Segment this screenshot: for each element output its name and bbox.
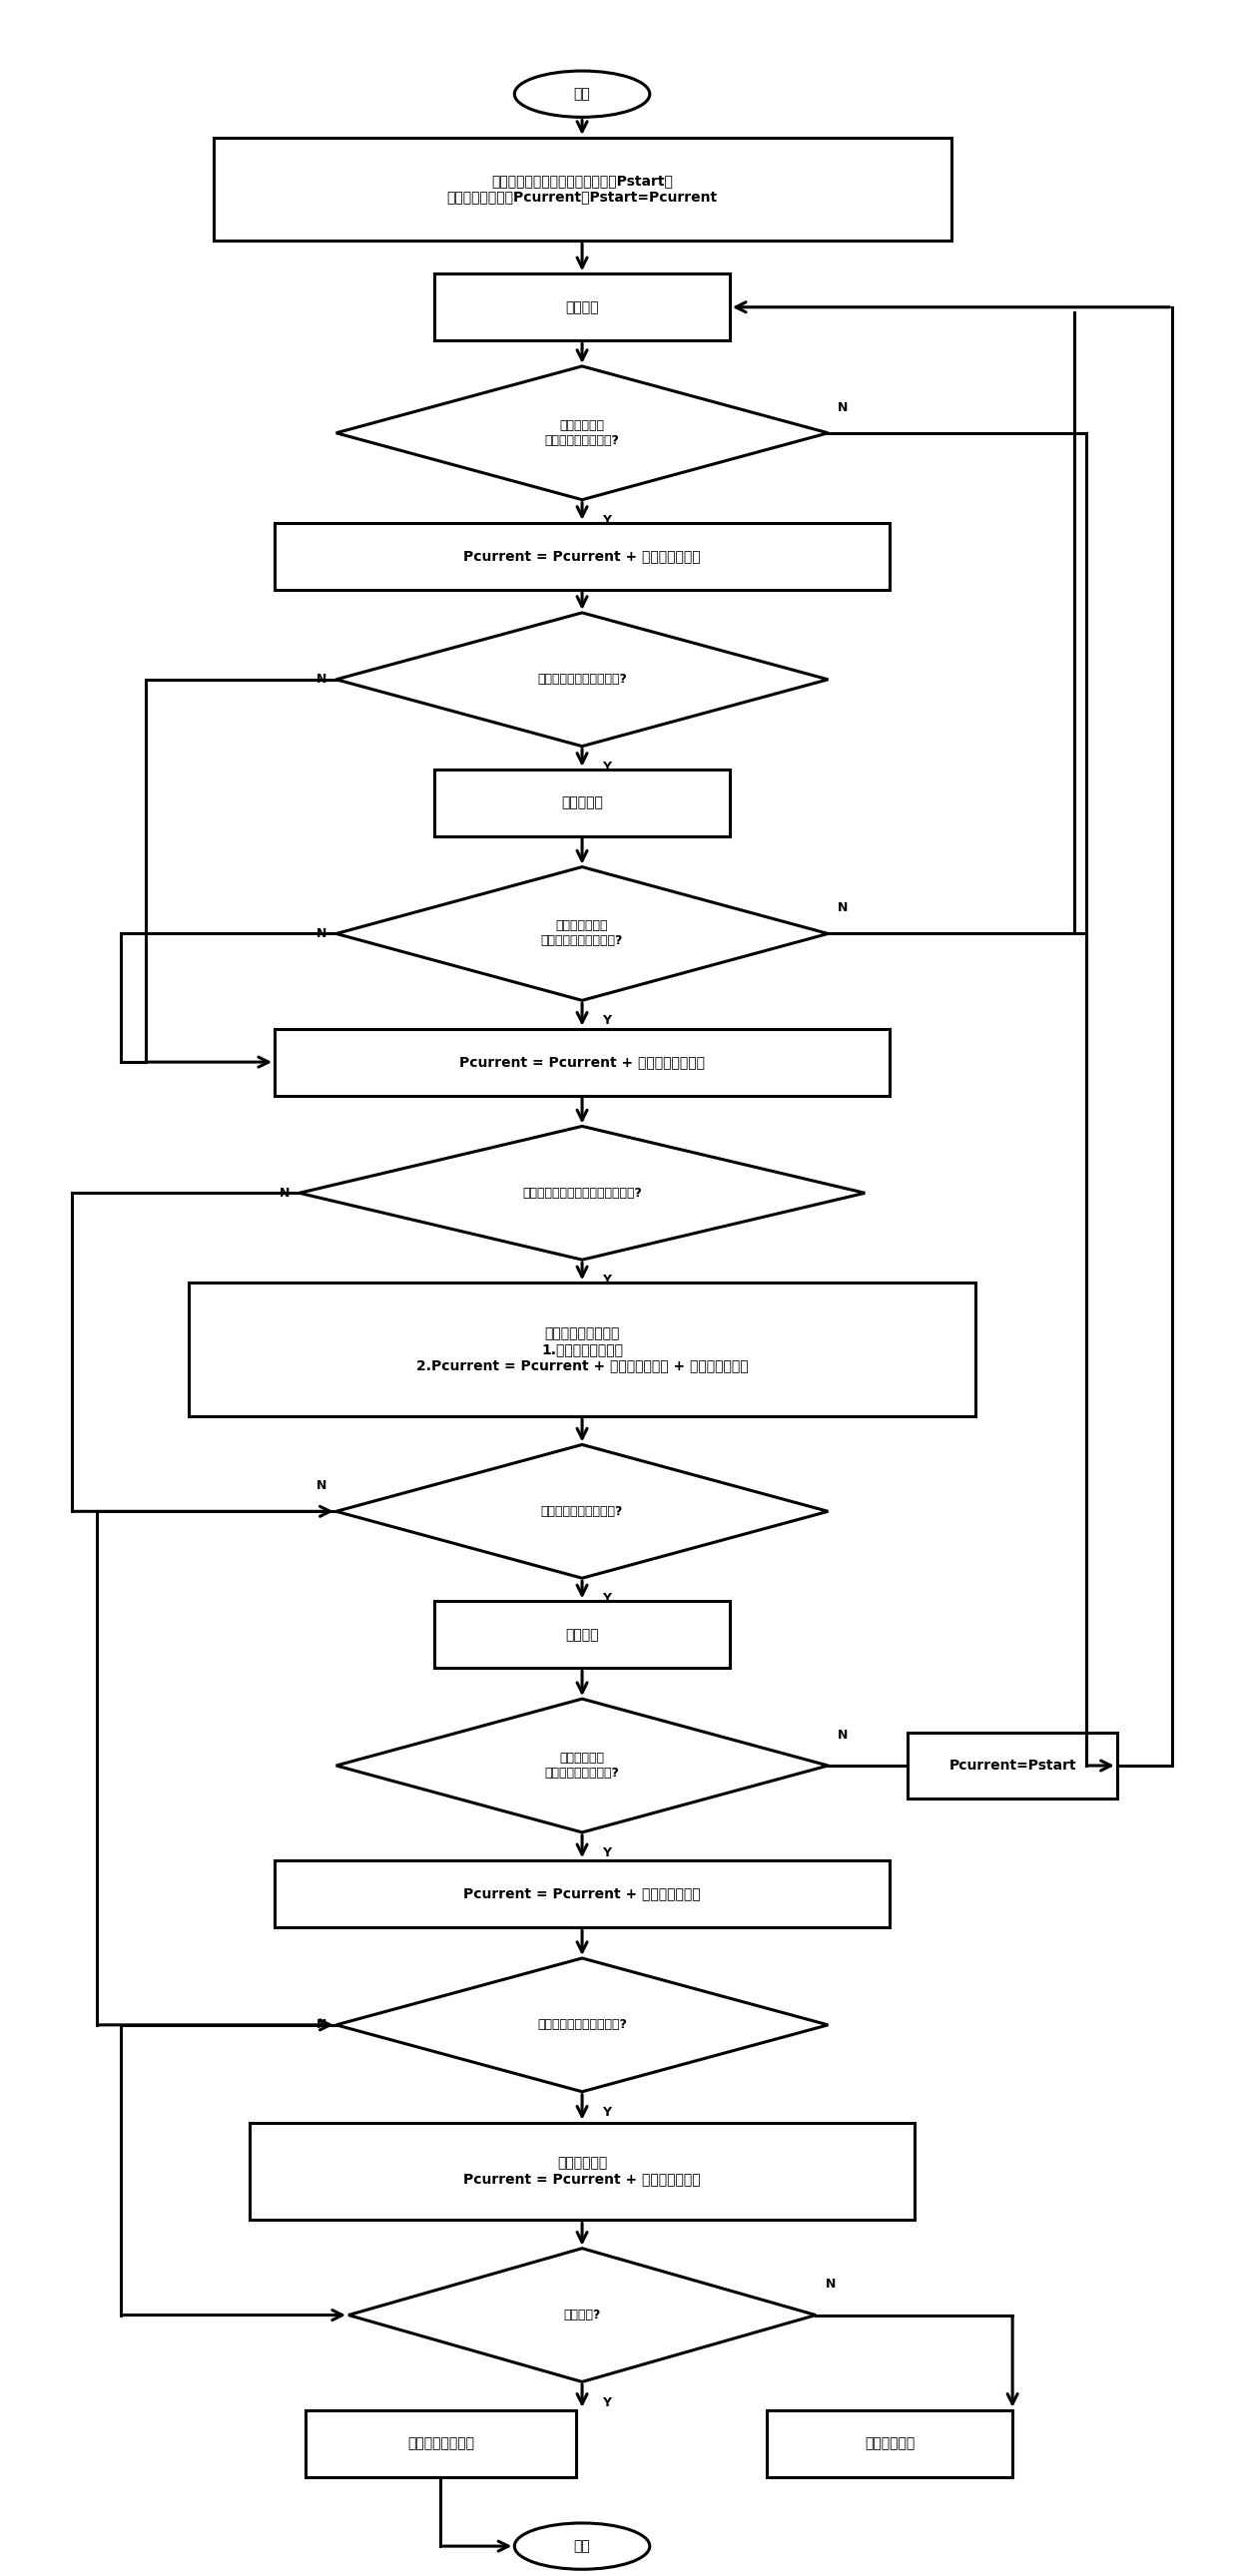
Bar bbox=[435, 770, 729, 837]
Text: N: N bbox=[316, 927, 327, 940]
Text: Y: Y bbox=[602, 760, 612, 773]
Text: 帧描述模板中存在帧校验?: 帧描述模板中存在帧校验? bbox=[537, 2020, 626, 2032]
Text: N: N bbox=[316, 672, 327, 685]
Text: Pcurrent = Pcurrent + 帧头占位字节数: Pcurrent = Pcurrent + 帧头占位字节数 bbox=[463, 549, 701, 564]
Text: Y: Y bbox=[602, 2396, 612, 2409]
Text: N: N bbox=[826, 2277, 836, 2290]
Text: Y: Y bbox=[602, 2105, 612, 2117]
Bar bbox=[275, 1860, 890, 1927]
Text: Y: Y bbox=[602, 1015, 612, 1028]
Text: Y: Y bbox=[602, 1273, 612, 1288]
Text: 开始: 开始 bbox=[573, 88, 591, 100]
Text: 帧类型识别: 帧类型识别 bbox=[561, 796, 603, 809]
Bar bbox=[907, 1731, 1117, 1798]
Text: 获取校验值，
Pcurrent = Pcurrent + 校验占位字节数: 获取校验值， Pcurrent = Pcurrent + 校验占位字节数 bbox=[463, 2156, 701, 2187]
Text: N: N bbox=[838, 1728, 848, 1741]
Text: Pcurrent=Pstart: Pcurrent=Pstart bbox=[948, 1759, 1076, 1772]
Text: N: N bbox=[838, 902, 848, 914]
Bar bbox=[250, 2123, 914, 2221]
Text: 帧尾识别: 帧尾识别 bbox=[566, 1628, 599, 1641]
Text: 帧头识别: 帧头识别 bbox=[566, 301, 599, 314]
Text: 缓冲区帧头与
帧描述模板帧头相同?: 缓冲区帧头与 帧描述模板帧头相同? bbox=[545, 420, 619, 446]
Bar bbox=[213, 137, 951, 240]
Text: Y: Y bbox=[602, 513, 612, 526]
Text: 帧描述模板中存在帧类型?: 帧描述模板中存在帧类型? bbox=[537, 672, 626, 685]
Text: 结束: 结束 bbox=[573, 2540, 591, 2553]
Text: N: N bbox=[316, 2020, 327, 2032]
Text: 获得一个完整的帧: 获得一个完整的帧 bbox=[407, 2437, 474, 2450]
Bar bbox=[435, 1602, 729, 1669]
Text: 缓冲区帧类型与
帧描述模板帧类型相同?: 缓冲区帧类型与 帧描述模板帧类型相同? bbox=[541, 920, 623, 948]
Bar bbox=[306, 2411, 576, 2478]
Text: 帧描述模板中存在帧长与有效数据?: 帧描述模板中存在帧长与有效数据? bbox=[522, 1188, 643, 1200]
Text: N: N bbox=[838, 402, 848, 415]
Bar bbox=[275, 523, 890, 590]
Text: Y: Y bbox=[602, 1592, 612, 1605]
Bar bbox=[275, 1028, 890, 1095]
Text: Pcurrent = Pcurrent + 帧尾占位字节数: Pcurrent = Pcurrent + 帧尾占位字节数 bbox=[463, 1888, 701, 1901]
Bar bbox=[435, 273, 729, 340]
Text: N: N bbox=[316, 1479, 327, 1492]
Bar bbox=[188, 1283, 976, 1417]
Text: Pcurrent = Pcurrent + 帧类型占位字节数: Pcurrent = Pcurrent + 帧类型占位字节数 bbox=[459, 1056, 704, 1069]
Text: Y: Y bbox=[602, 1847, 612, 1860]
Text: 帧长与有效数据识别
1.计算有效数据长度
2.Pcurrent = Pcurrent + 帧长占位字节数 + 有效数据长度值: 帧长与有效数据识别 1.计算有效数据长度 2.Pcurrent = Pcurre… bbox=[416, 1327, 748, 1373]
Text: 校验成功?: 校验成功? bbox=[563, 2308, 600, 2321]
Text: 帧描述模板中存在帧尾?: 帧描述模板中存在帧尾? bbox=[541, 1504, 623, 1517]
Text: 缓冲区帧尾与
帧描述模板帧尾相同?: 缓冲区帧尾与 帧描述模板帧尾相同? bbox=[545, 1752, 619, 1780]
Text: 记录缓存区可读部分首字节位置为Pstart，
缓冲区当前位置为Pcurrent，Pstart=Pcurrent: 记录缓存区可读部分首字节位置为Pstart， 缓冲区当前位置为Pcurrent，… bbox=[447, 175, 718, 204]
Text: 校验错误的帧: 校验错误的帧 bbox=[864, 2437, 915, 2450]
Bar bbox=[766, 2411, 1013, 2478]
Text: N: N bbox=[280, 1188, 290, 1200]
